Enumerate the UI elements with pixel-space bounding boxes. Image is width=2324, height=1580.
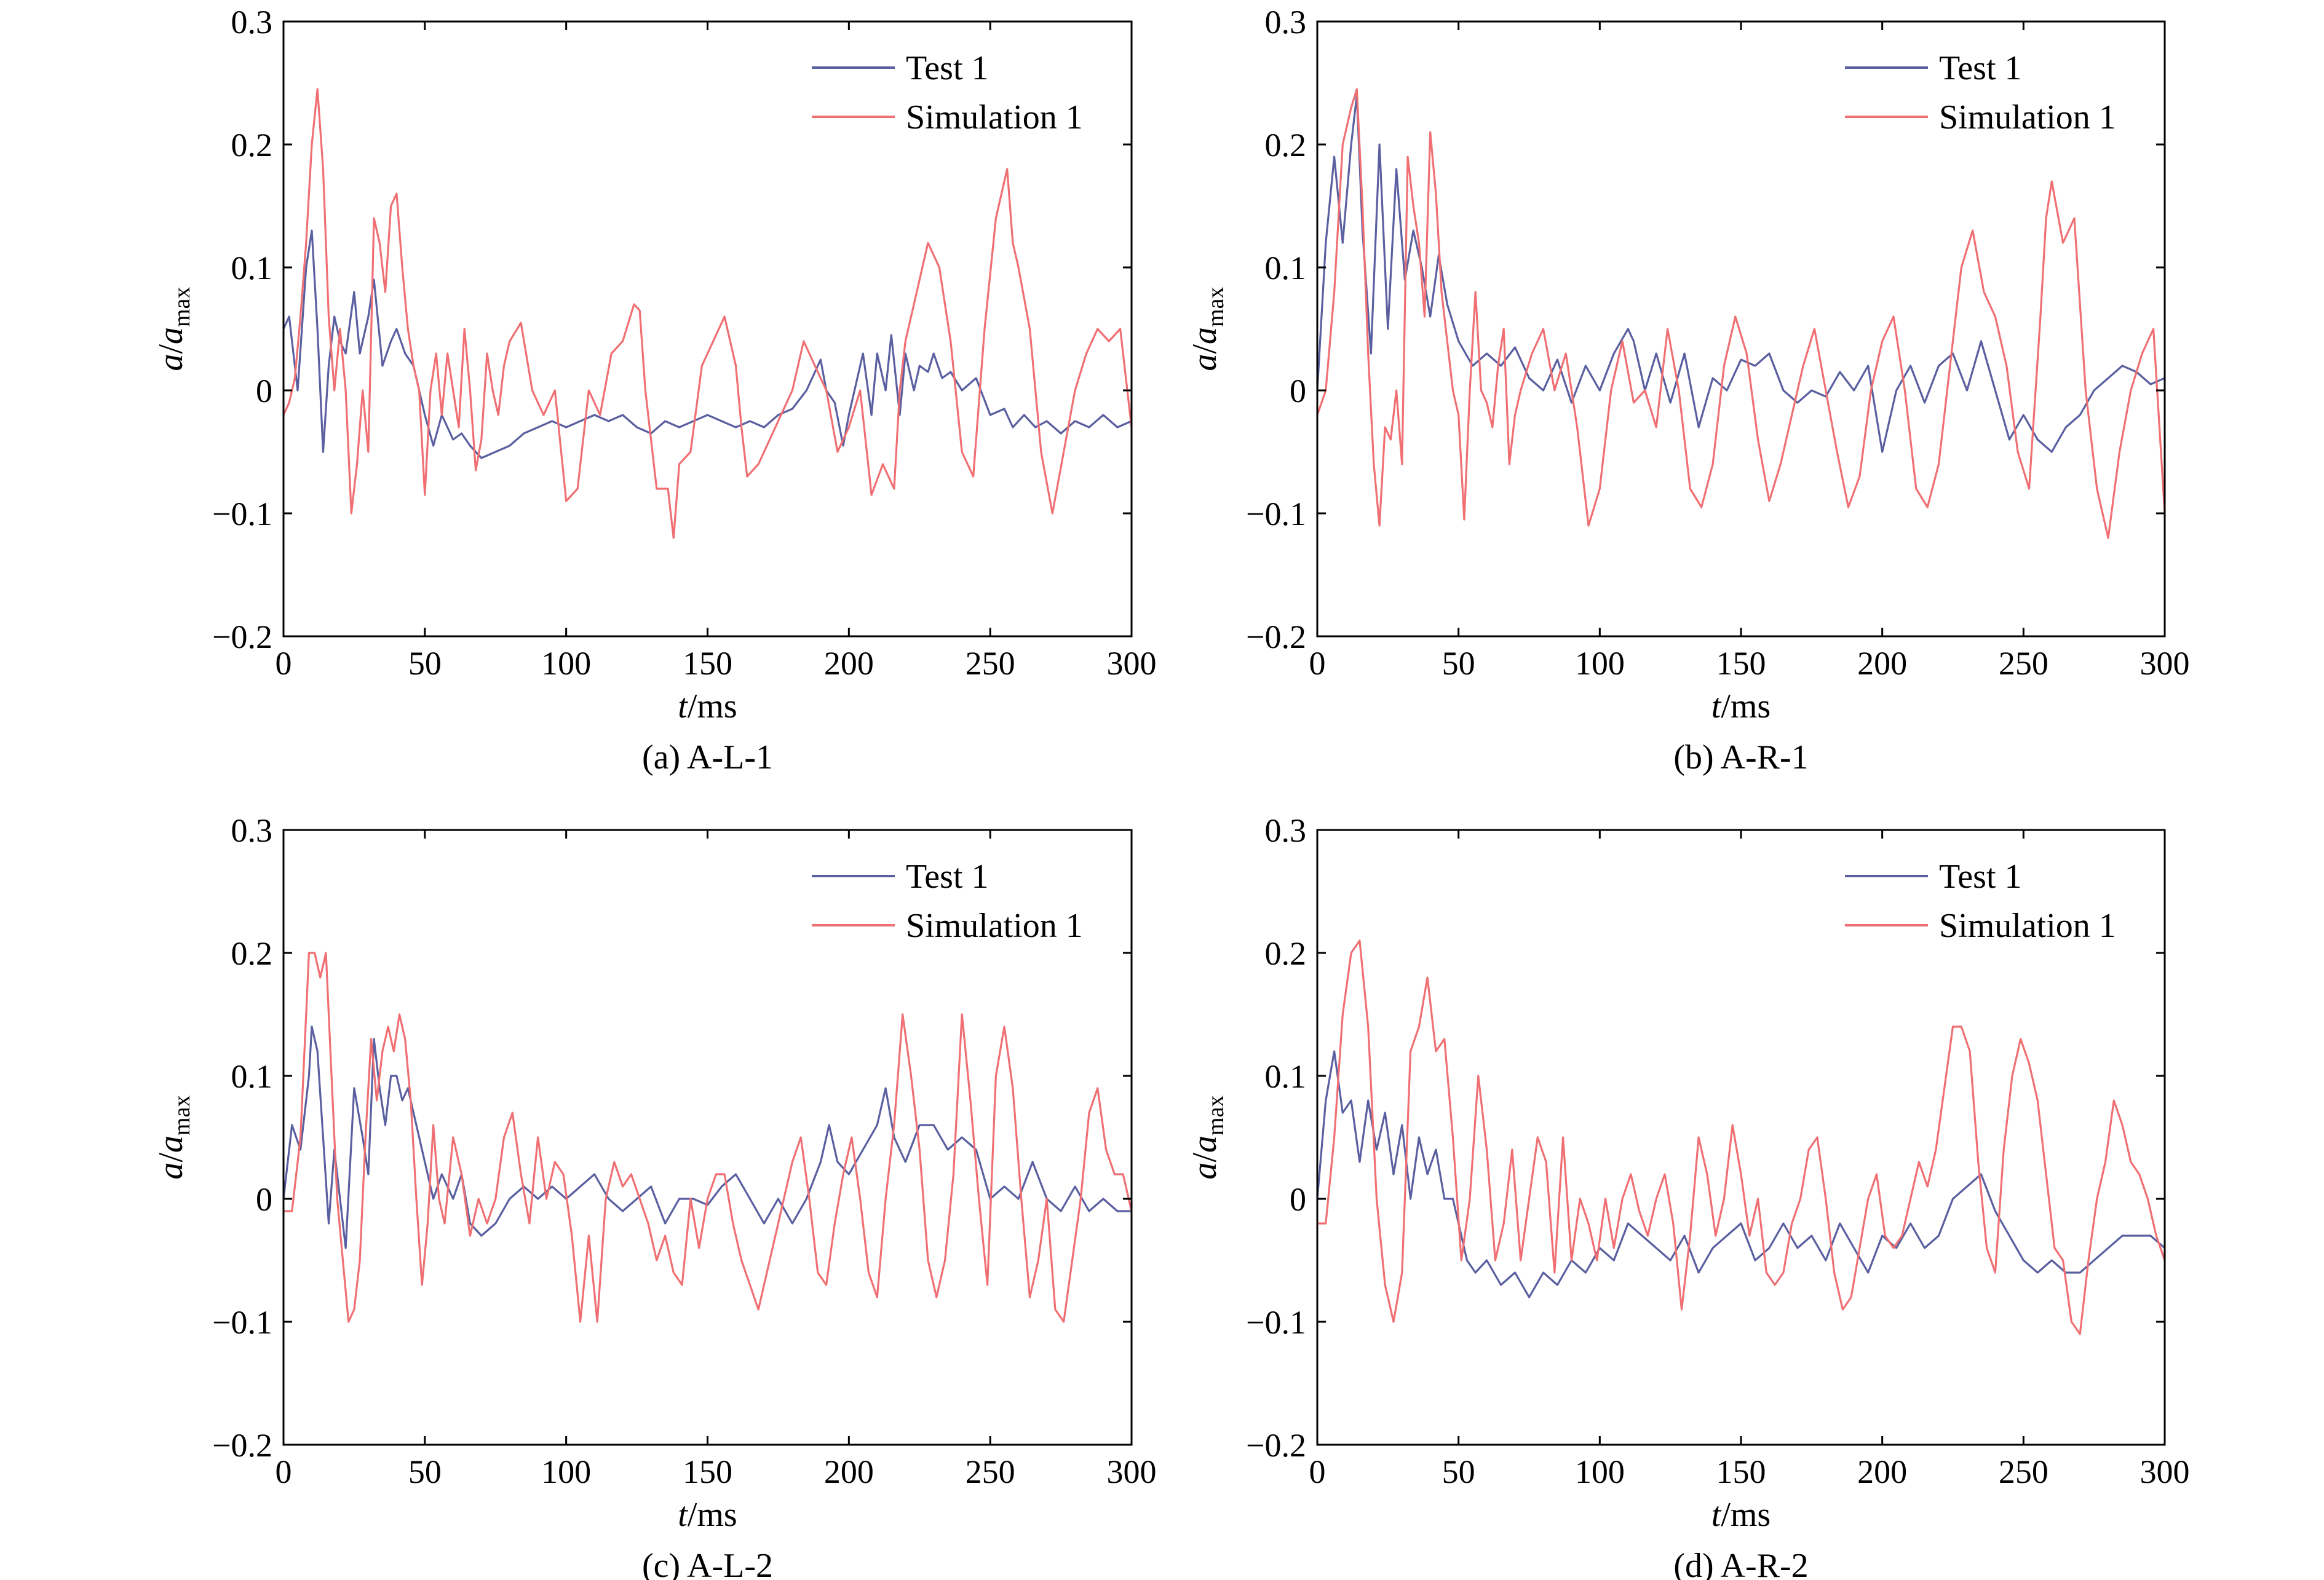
panel-caption: (b) A-R-1 — [1673, 738, 1808, 776]
y-tick-label: −0.2 — [212, 1427, 272, 1464]
legend-test-1-label: Test 1 — [1939, 858, 2022, 896]
legend-simulation-1-label: Simulation 1 — [906, 98, 1083, 136]
x-tick-label: 100 — [541, 645, 591, 682]
y-tick-label: 0.1 — [231, 250, 273, 286]
x-tick-label: 0 — [1309, 645, 1326, 682]
panel-caption: (d) A-R-2 — [1673, 1547, 1808, 1580]
x-tick-label: 150 — [683, 1453, 732, 1490]
x-tick-label: 0 — [276, 645, 292, 682]
x-tick-label: 50 — [408, 1453, 442, 1490]
simulation-1-line — [284, 88, 1132, 539]
panel-caption: (a) A-L-1 — [642, 738, 773, 776]
x-tick-label: 50 — [408, 645, 442, 682]
y-tick-label: −0.1 — [212, 496, 272, 532]
y-tick-label: −0.1 — [212, 1304, 272, 1341]
x-tick-label: 200 — [824, 645, 874, 682]
legend-test-1-label: Test 1 — [1939, 49, 2022, 87]
x-tick-label: 250 — [1999, 645, 2048, 682]
y-tick-label: 0.1 — [1265, 250, 1307, 286]
test-1-line — [1317, 1050, 2165, 1298]
x-tick-label: 200 — [1857, 645, 1907, 682]
x-axis-label: t/ms — [678, 1496, 737, 1534]
chart-panel-1: 0 50 100 150 200 250 300 −0.2 −0.1 0 0.1 0.2 0.3 t/ms… — [152, 4, 1157, 776]
y-tick-label: 0.1 — [231, 1058, 273, 1095]
y-tick-label: −0.2 — [1246, 1427, 1306, 1464]
x-tick-label: 100 — [541, 1453, 591, 1490]
panel-caption: (c) A-L-2 — [642, 1547, 773, 1580]
y-tick-label: 0.2 — [231, 935, 273, 972]
y-tick-label: 0 — [1290, 1181, 1306, 1218]
y-tick-label: −0.1 — [1246, 1304, 1306, 1341]
y-tick-label: 0 — [256, 1181, 272, 1218]
y-tick-label: 0.1 — [1265, 1058, 1307, 1095]
test-1-line — [284, 1025, 1132, 1249]
y-axis-label: a/amax — [152, 1096, 195, 1180]
x-tick-label: 300 — [1107, 645, 1157, 682]
y-tick-label: 0.3 — [1265, 4, 1307, 41]
chart-panel-3: 0 50 100 150 200 250 300 −0.2 −0.1 0 0.1 0.2 0.3 t/ms… — [152, 812, 1157, 1580]
x-tick-label: 300 — [1107, 1453, 1157, 1490]
simulation-1-line — [1317, 939, 2165, 1335]
x-tick-label: 250 — [1999, 1453, 2048, 1490]
x-axis-label: t/ms — [1711, 1496, 1771, 1534]
test-1-line — [1317, 94, 2165, 453]
legend-test-1-label: Test 1 — [906, 49, 989, 87]
y-tick-label: 0.2 — [231, 127, 273, 164]
series-group — [1317, 939, 2165, 1335]
chart-panel-4: 0 50 100 150 200 250 300 −0.2 −0.1 0 0.1 0.2 0.3 t/ms… — [1186, 812, 2190, 1580]
y-tick-label: 0.3 — [231, 4, 273, 41]
x-tick-label: 300 — [2140, 645, 2190, 682]
x-tick-label: 150 — [683, 645, 732, 682]
legend-simulation-1-label: Simulation 1 — [1939, 907, 2116, 945]
y-tick-label: 0.3 — [1265, 812, 1307, 849]
y-tick-label: 0 — [1290, 373, 1306, 409]
x-tick-label: 300 — [2140, 1453, 2190, 1490]
series-group — [284, 88, 1132, 539]
simulation-1-line — [1317, 88, 2165, 539]
x-axis-label: t/ms — [1711, 687, 1771, 725]
y-axis-label: a/amax — [1186, 1096, 1229, 1180]
x-tick-label: 150 — [1716, 1453, 1766, 1490]
series-group — [284, 952, 1132, 1323]
y-tick-label: 0.2 — [1265, 127, 1307, 164]
x-tick-label: 50 — [1442, 1453, 1475, 1490]
x-tick-label: 150 — [1716, 645, 1766, 682]
x-tick-label: 0 — [276, 1453, 292, 1490]
y-tick-label: 0.2 — [1265, 935, 1307, 972]
simulation-1-line — [284, 952, 1132, 1323]
series-group — [1317, 88, 2165, 539]
x-tick-label: 250 — [966, 645, 1015, 682]
x-tick-label: 200 — [824, 1453, 874, 1490]
x-tick-label: 50 — [1442, 645, 1475, 682]
y-tick-label: −0.2 — [212, 618, 272, 655]
y-tick-label: −0.1 — [1246, 496, 1306, 532]
y-tick-label: −0.2 — [1246, 618, 1306, 655]
x-tick-label: 250 — [966, 1453, 1015, 1490]
x-tick-label: 100 — [1575, 645, 1625, 682]
x-tick-label: 0 — [1309, 1453, 1326, 1490]
x-axis-label: t/ms — [678, 687, 737, 725]
legend-simulation-1-label: Simulation 1 — [906, 907, 1083, 945]
x-tick-label: 200 — [1857, 1453, 1907, 1490]
chart-panel-2: 0 50 100 150 200 250 300 −0.2 −0.1 0 0.1 0.2 0.3 t/ms… — [1186, 4, 2190, 776]
y-tick-label: 0 — [256, 373, 272, 409]
y-tick-label: 0.3 — [231, 812, 273, 849]
x-tick-label: 100 — [1575, 1453, 1625, 1490]
legend-simulation-1-label: Simulation 1 — [1939, 98, 2116, 136]
y-axis-label: a/amax — [1186, 287, 1229, 371]
y-axis-label: a/amax — [152, 287, 195, 371]
legend-test-1-label: Test 1 — [906, 858, 989, 896]
